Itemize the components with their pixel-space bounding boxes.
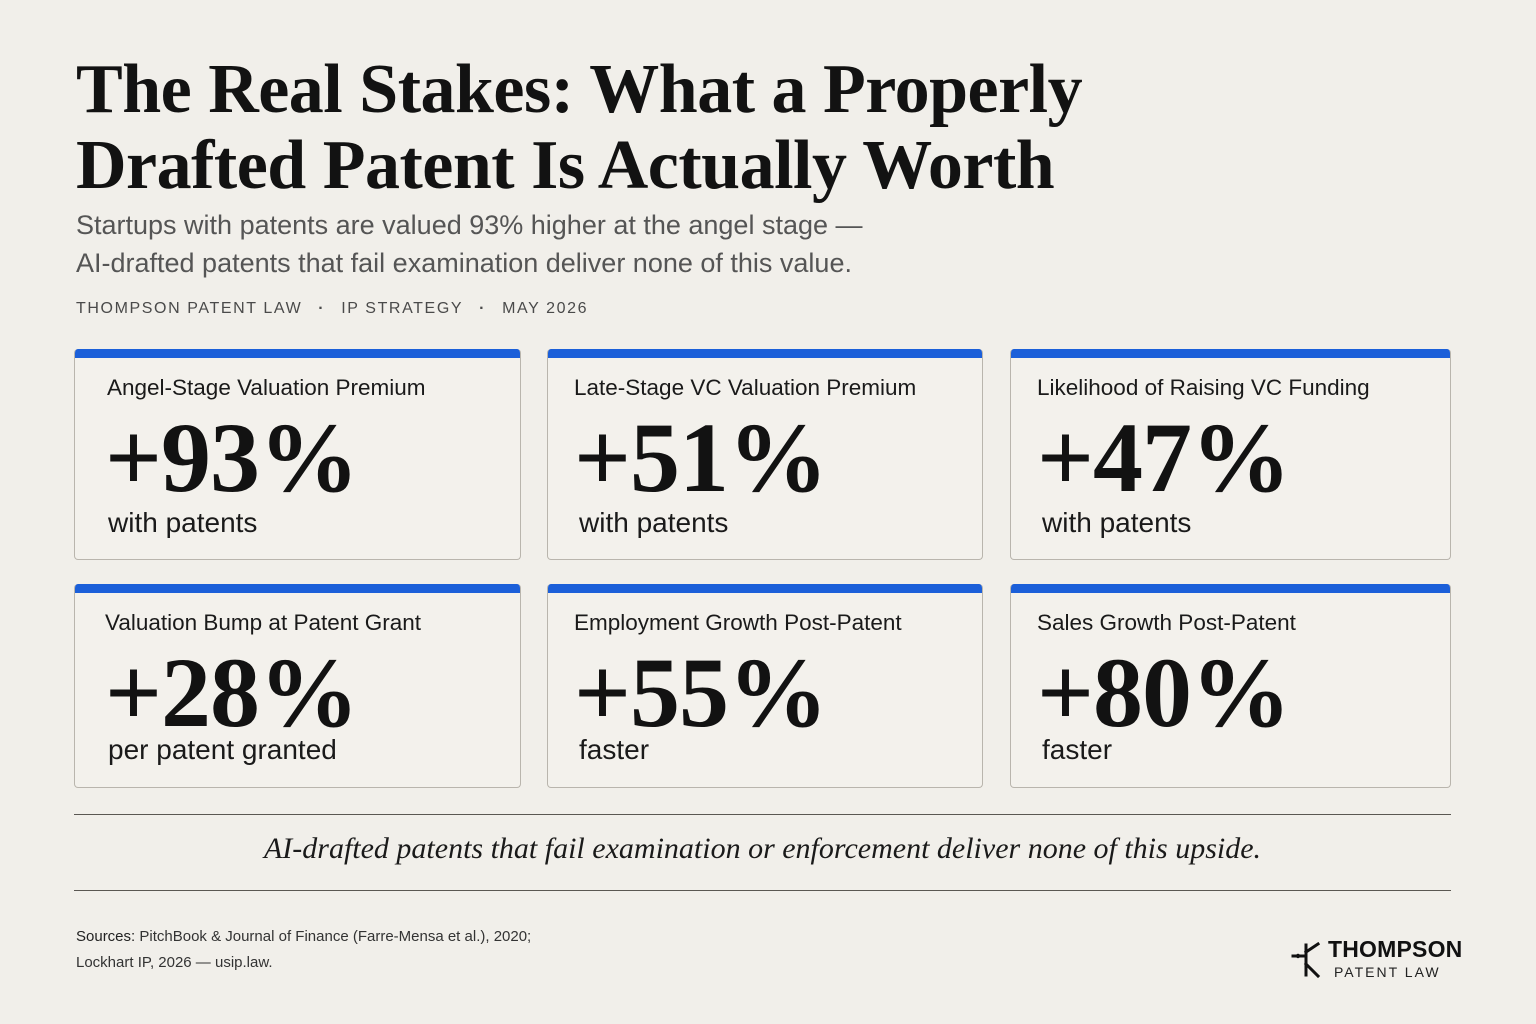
stat-card-late-stage-vc: Late-Stage VC Valuation Premium +51% wit… — [547, 349, 983, 560]
stat-card-value: +55% — [574, 637, 828, 748]
page-subtitle: Startups with patents are valued 93% hig… — [76, 206, 1076, 282]
meta-topic: IP STRATEGY — [341, 300, 464, 317]
divider-top — [74, 814, 1451, 815]
stat-card-sales-growth: Sales Growth Post-Patent +80% faster — [1010, 584, 1451, 788]
title-line-2: Drafted Patent Is Actually Worth — [76, 127, 1055, 204]
stat-card-value: +47% — [1037, 402, 1291, 513]
stat-card-value: +93% — [105, 402, 359, 513]
callout-statement: AI-drafted patents that fail examination… — [263, 832, 1262, 865]
stat-card-note: faster — [1042, 734, 1113, 765]
stat-card-value: +51% — [574, 402, 828, 513]
subtitle-line-1: Startups with patents are valued 93% hig… — [76, 210, 863, 240]
stat-card-note: faster — [579, 734, 650, 765]
stat-card-note: with patents — [108, 507, 258, 538]
stat-card-employment-growth: Employment Growth Post-Patent +55% faste… — [547, 584, 983, 788]
sources-line-1: PitchBook & Journal of Finance (Farre-Me… — [139, 928, 532, 945]
stat-card-label: Sales Growth Post-Patent — [1037, 610, 1296, 635]
meta-separator: · — [318, 300, 326, 317]
stat-card-note: with patents — [1042, 507, 1192, 538]
logo-name: THOMPSON — [1328, 936, 1463, 962]
sources-line-2: Lockhart IP, 2026 — usip.law. — [76, 954, 273, 971]
page-title: The Real Stakes: What a Properly Drafted… — [76, 52, 1376, 204]
stat-card-label: Late-Stage VC Valuation Premium — [574, 375, 917, 400]
stat-card-note: per patent granted — [108, 734, 337, 765]
firm-logo: THOMPSON PATENT LAW — [1290, 936, 1490, 986]
stat-card-label: Employment Growth Post-Patent — [574, 610, 902, 635]
logo-sub: PATENT LAW — [1334, 964, 1441, 980]
sources-lead: Sources: — [76, 928, 136, 945]
divider-bottom — [74, 890, 1451, 891]
meta-firm: THOMPSON PATENT LAW — [76, 300, 303, 317]
stat-card-label: Valuation Bump at Patent Grant — [105, 610, 422, 635]
stat-card-patent-grant: Valuation Bump at Patent Grant +28% per … — [74, 584, 521, 788]
stat-card-vc-funding: Likelihood of Raising VC Funding +47% wi… — [1010, 349, 1451, 560]
stat-card-angel-valuation: Angel-Stage Valuation Premium +93% with … — [74, 349, 521, 560]
sources-note: Sources: PitchBook & Journal of Finance … — [76, 924, 531, 976]
stat-card-label: Angel-Stage Valuation Premium — [107, 375, 426, 400]
meta-line: THOMPSON PATENT LAW · IP STRATEGY · MAY 2026 — [76, 300, 588, 318]
stat-card-value: +80% — [1037, 637, 1291, 748]
meta-separator: · — [479, 300, 487, 317]
meta-date: MAY 2026 — [502, 300, 589, 317]
stat-card-note: with patents — [579, 507, 729, 538]
stat-card-label: Likelihood of Raising VC Funding — [1037, 375, 1370, 400]
circuit-node-icon — [1291, 942, 1321, 978]
stat-card-value: +28% — [105, 637, 359, 748]
subtitle-line-2: AI-drafted patents that fail examination… — [76, 248, 852, 278]
title-line-1: The Real Stakes: What a Properly — [76, 51, 1083, 128]
